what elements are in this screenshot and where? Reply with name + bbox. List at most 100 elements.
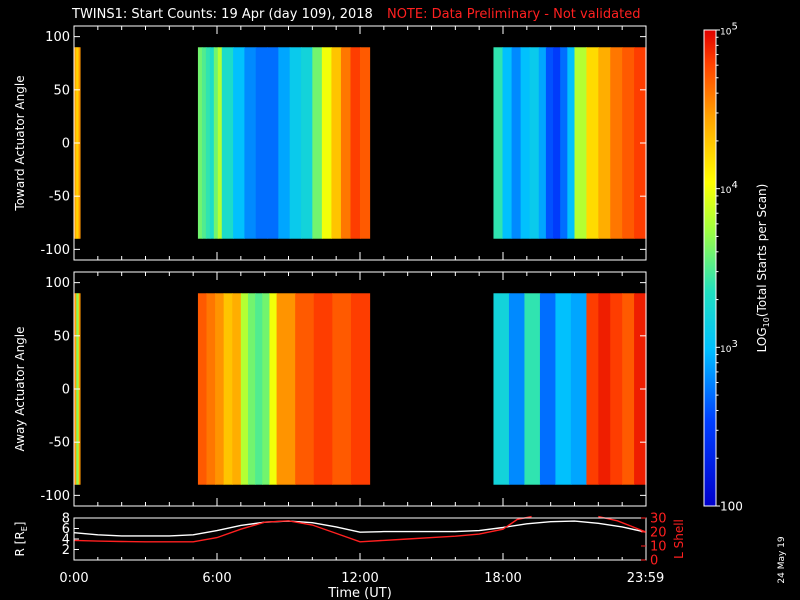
away-x-minor-ticks xyxy=(73,272,647,506)
y-tick-label: 50 xyxy=(53,329,70,344)
heatmap-cell xyxy=(312,47,323,239)
heatmap-cell xyxy=(574,47,588,239)
l-shell-tick-label: 30 xyxy=(650,512,667,527)
colorbar-tick-label: 100 xyxy=(720,500,743,514)
heatmap-cell xyxy=(539,293,557,485)
preliminary-note: NOTE: Data Preliminary - Not validated xyxy=(386,7,641,22)
y-tick-label: 100 xyxy=(45,30,70,45)
away-y-axis-label: Away Actuator Angle xyxy=(13,326,27,451)
heatmap-cell xyxy=(276,293,296,485)
y-tick-label: 100 xyxy=(45,276,70,291)
heatmap-cell xyxy=(553,47,561,239)
r-tick-label: 4 xyxy=(62,533,70,548)
heatmap-cell xyxy=(301,47,313,239)
away-y-ticks: 100 50 0 -50 -100 xyxy=(40,276,646,504)
r-tick-label: 2 xyxy=(62,543,70,558)
heatmap-cell xyxy=(213,47,219,239)
heatmap-cell xyxy=(350,47,361,239)
heatmap-cell xyxy=(567,47,576,239)
y-tick-label: 0 xyxy=(62,383,70,398)
heatmap-cell xyxy=(209,47,215,239)
r-axis-label: R [RE] xyxy=(13,522,29,557)
y-tick-label: 0 xyxy=(62,137,70,152)
heatmap-cell xyxy=(232,293,242,485)
heatmap-cell xyxy=(221,47,234,239)
heatmap-cell xyxy=(240,293,249,485)
heatmap-cell xyxy=(350,293,371,485)
heatmap-cell xyxy=(295,293,315,485)
heatmap-cell xyxy=(570,293,588,485)
heatmap-cell xyxy=(622,293,635,485)
heatmap-cell xyxy=(223,293,233,485)
away-heatmap-cells xyxy=(74,293,647,485)
r-tick-label: 6 xyxy=(62,522,70,537)
heatmap-cell xyxy=(520,47,531,239)
heatmap-cell xyxy=(538,47,547,239)
x-tick-label: 18:00 xyxy=(484,571,521,586)
heatmap-cell xyxy=(360,47,371,239)
toward-angle-panel: 100 50 0 -50 -100 Toward Actuator Angle xyxy=(13,25,647,261)
heatmap-cell xyxy=(217,47,223,239)
y-tick-label: 50 xyxy=(53,83,70,98)
heatmap-cell xyxy=(197,293,208,485)
heatmap-cell xyxy=(493,293,510,485)
colorbar-tick-label: 104 xyxy=(720,180,738,196)
l-shell-line xyxy=(598,515,647,533)
heatmap-cell xyxy=(529,47,540,239)
heatmap-cell xyxy=(586,47,599,239)
heatmap-cell xyxy=(511,47,522,239)
heatmap-cell xyxy=(331,47,342,239)
heatmap-cell xyxy=(332,293,352,485)
date-stamp: 24 May 19 xyxy=(777,536,787,584)
heatmap-cell xyxy=(586,293,599,485)
heatmap-cell xyxy=(493,47,504,239)
heatmap-cell xyxy=(244,47,257,239)
heatmap-cell xyxy=(502,47,513,239)
heatmap-cell xyxy=(201,47,207,239)
heatmap-cell xyxy=(610,47,623,239)
toward-y-axis-label: Toward Actuator Angle xyxy=(13,75,27,211)
colorbar-ticks: 105 104 103 100 xyxy=(716,22,743,514)
heatmap-cell xyxy=(598,47,611,239)
figure-title: TWINS1: Start Counts: 19 Apr (day 109), … xyxy=(72,6,742,24)
x-tick-label: 12:00 xyxy=(341,571,378,586)
away-angle-panel: 100 50 0 -50 -100 Away Actuator Angle xyxy=(13,271,647,507)
heatmap-cell xyxy=(215,293,225,485)
heatmap-cell xyxy=(610,293,623,485)
heatmap-cell xyxy=(555,293,572,485)
heatmap-cell xyxy=(233,47,246,239)
heatmap-cell xyxy=(524,293,541,485)
toward-x-minor-ticks xyxy=(73,26,647,260)
colorbar-gradient xyxy=(704,30,716,506)
heatmap-cell xyxy=(197,47,203,239)
title-text: TWINS1: Start Counts: 19 Apr (day 109), … xyxy=(72,7,373,22)
x-tick-label: 23:59 xyxy=(627,571,664,586)
heatmap-cell xyxy=(321,47,332,239)
l-shell-tick-label: 20 xyxy=(650,526,667,541)
y-tick-label: -50 xyxy=(49,190,70,205)
orbit-lines xyxy=(73,515,647,543)
l-shell-line xyxy=(73,515,532,543)
heatmap-cell xyxy=(278,47,291,239)
heatmap-cell xyxy=(262,293,271,485)
heatmap-cell xyxy=(255,47,268,239)
heatmap-cell xyxy=(267,47,279,239)
y-tick-label: -100 xyxy=(40,243,70,258)
heatmap-cell xyxy=(508,293,526,485)
x-tick-label: 0:00 xyxy=(59,571,88,586)
toward-y-ticks: 100 50 0 -50 -100 xyxy=(40,30,646,258)
heatmap-cell xyxy=(255,293,263,485)
heatmap-cell xyxy=(545,47,554,239)
colorbar-tick-label: 103 xyxy=(720,339,738,355)
y-tick-label: -100 xyxy=(40,489,70,504)
heatmap-cell xyxy=(206,293,216,485)
x-axis-label: Time (UT) xyxy=(327,586,392,600)
heatmap-cell xyxy=(340,47,352,239)
heatmap-cell xyxy=(269,293,278,485)
heatmap-cell xyxy=(247,293,256,485)
l-shell-tick-label: 10 xyxy=(650,540,667,555)
